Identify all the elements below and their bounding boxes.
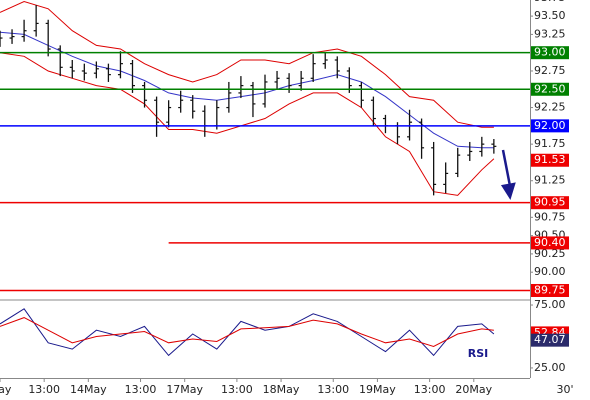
indicator-line: [0, 0, 494, 128]
level-label: 91.53: [534, 153, 566, 166]
y-tick-label: 92.75: [534, 64, 566, 77]
y-tick-label: 93.50: [534, 9, 566, 22]
level-label: 47.07: [534, 333, 566, 346]
x-tick-label: 13:00: [125, 383, 157, 396]
y-tick-label: 25.00: [534, 361, 566, 374]
interval-label: 30': [556, 383, 573, 396]
y-tick-label: 91.75: [534, 137, 566, 150]
y-tick-label: 91.25: [534, 174, 566, 187]
y-tick-label: 92.25: [534, 101, 566, 114]
y-tick-label: 93.25: [534, 27, 566, 40]
level-label: 92.00: [534, 119, 566, 132]
y-tick-label: 90.25: [534, 247, 566, 260]
rsi-label: RSI: [468, 347, 489, 360]
level-label-box: [531, 46, 569, 60]
x-tick-label: 20May: [455, 383, 492, 396]
level-label-box: [531, 196, 569, 210]
x-tick-label: 13:00: [414, 383, 446, 396]
x-tick-label: 13:00: [317, 383, 349, 396]
y-tick-label: 93.75: [534, 0, 566, 4]
level-label: 90.40: [534, 236, 566, 249]
level-label-box: [531, 283, 569, 297]
x-tick-label: 18May: [263, 383, 300, 396]
level-label-box: [531, 153, 569, 167]
indicator-line: [0, 52, 495, 196]
level-label: 93.00: [534, 46, 566, 59]
x-tick-label: 14May: [70, 383, 107, 396]
y-tick-label: 90.00: [534, 265, 566, 278]
x-tick-label: 13:00: [28, 383, 60, 396]
level-label-box: [531, 236, 569, 250]
level-label-box: [531, 333, 569, 347]
arrow: [500, 149, 516, 200]
y-tick-label: 90.75: [534, 210, 566, 223]
x-tick-label: May: [0, 383, 12, 396]
indicator-line: [0, 317, 494, 348]
indicator-line: [0, 308, 495, 357]
x-tick-label: 17May: [166, 383, 203, 396]
level-label: 90.95: [534, 196, 566, 209]
y-tick-label: 75.00: [534, 298, 566, 311]
x-tick-label: 13:00: [221, 383, 253, 396]
level-label-box: [531, 119, 569, 133]
x-tick-label: 19May: [359, 383, 396, 396]
level-label: 89.75: [534, 283, 566, 296]
level-label: 92.50: [534, 82, 566, 95]
level-label-box: [531, 82, 569, 96]
